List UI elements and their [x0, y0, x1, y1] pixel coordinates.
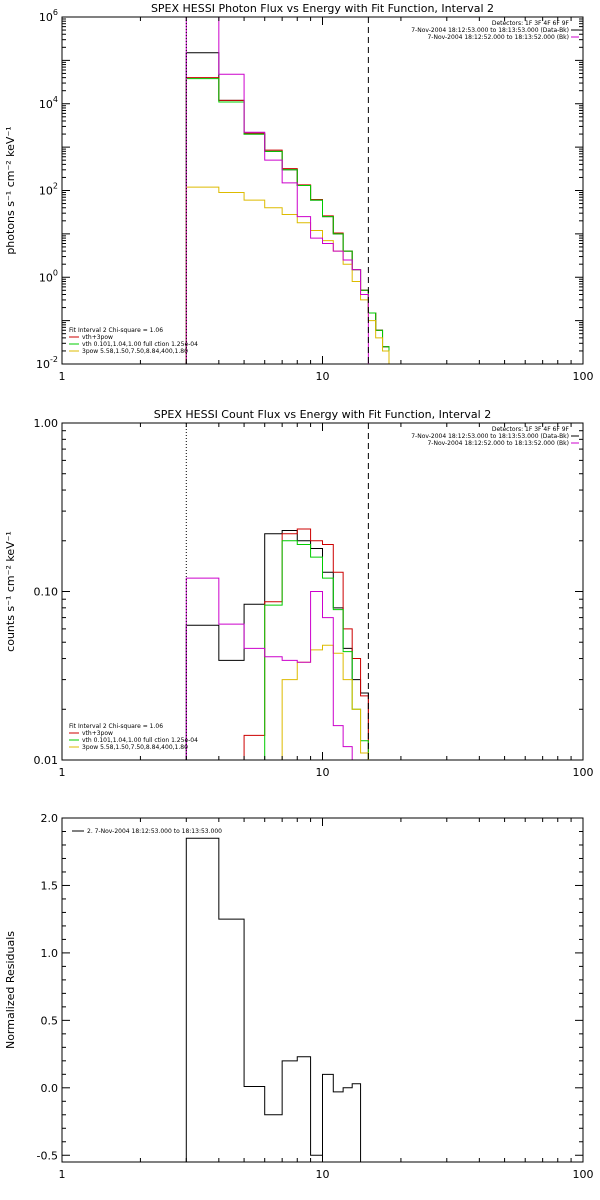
axes-frame [61, 16, 584, 365]
info-line-1: Detectors: 1F 3F 4F 6F 9F [492, 426, 570, 433]
y-tick-label: 102 [39, 182, 58, 198]
series-line-4 [185, 186, 401, 364]
y-tick-label: 0.01 [34, 754, 59, 767]
y-tick-label: 0.5 [41, 1014, 59, 1027]
y-tick-label: 100 [39, 268, 58, 284]
y-tick-label: 0.10 [34, 586, 59, 599]
legend-label: vth 0.101,1.04,1.00 full ction 1.25e-04 [82, 341, 198, 348]
y-tick-base: 10 [39, 98, 53, 111]
y-tick-label: 104 [39, 95, 58, 111]
x-tick-label: 10 [316, 766, 330, 779]
y-tick-label: 1.0 [41, 947, 59, 960]
chart-title: SPEX HESSI Photon Flux vs Energy with Fi… [151, 2, 494, 15]
plot-area [185, 837, 369, 1162]
legend-label: 2. 7-Nov-2004 18:12:53.000 to 18:13:53.0… [87, 828, 222, 835]
info-line-2: 7-Nov-2004 18:12:53.000 to 18:13:53.000 … [411, 27, 569, 34]
series-line-4 [185, 644, 376, 760]
info-line-3: 7-Nov-2004 18:12:52.000 to 18:13:52.000 … [427, 34, 569, 41]
panel-1: SPEX HESSI Photon Flux vs Energy with Fi… [4, 2, 594, 383]
y-tick-exponent: 0 [53, 268, 58, 277]
series-line-5 [185, 17, 401, 364]
x-tick-label: 100 [573, 766, 594, 779]
series-line-1 [185, 837, 369, 1162]
y-tick-label: 0.0 [41, 1082, 59, 1095]
plot-area [185, 528, 376, 760]
y-tick-exponent: 6 [53, 8, 58, 17]
y-tick-exponent: 2 [53, 182, 58, 191]
x-tick-label: 1 [59, 370, 66, 383]
x-tick-label: 10 [316, 370, 330, 383]
panel-3: Normalized Residuals 1 10 100 2.0 1.5 1.0 0.5 0.… [4, 812, 594, 1181]
y-tick-label: -0.5 [37, 1149, 58, 1162]
y-tick-label: 10-2 [36, 355, 58, 371]
info-line-2: 7-Nov-2004 18:12:53.000 to 18:13:53.000 … [411, 433, 569, 440]
y-axis-label: photons s⁻¹ cm⁻² keV⁻¹ [4, 126, 17, 254]
x-tick-label: 100 [573, 1168, 594, 1181]
y-tick-label: 1.5 [41, 879, 59, 892]
legend-label: 3pow 5.58,1.50,7.50,8.84,400,1.80 [82, 348, 188, 355]
y-tick-exponent: 4 [53, 95, 58, 104]
x-tick-label: 1 [59, 1168, 66, 1181]
plot-area [185, 17, 401, 364]
y-tick-exponent: -2 [50, 355, 58, 364]
y-tick-base: 10 [36, 358, 50, 371]
y-axis-label: counts s⁻¹ cm⁻² keV⁻¹ [4, 531, 17, 652]
y-axis-label: Normalized Residuals [4, 931, 17, 1049]
x-tick-label: 1 [59, 766, 66, 779]
legend-label: 3pow 5.58,1.50,7.50,8.84,400,1.80 [82, 744, 188, 751]
x-tick-label: 10 [316, 1168, 330, 1181]
legend-label: vth 0.101,1.04,1.00 full ction 1.25e-04 [82, 737, 198, 744]
series-line-3 [185, 540, 376, 760]
series-line-1 [185, 530, 376, 760]
y-tick-label: 1.00 [34, 417, 59, 430]
legend-title: Fit Interval 2 Chi-square = 1.06 [69, 327, 163, 334]
series-line-2 [185, 528, 376, 760]
chart-title: SPEX HESSI Count Flux vs Energy with Fit… [154, 408, 491, 421]
legend-title: Fit Interval 2 Chi-square = 1.06 [69, 723, 163, 730]
info-line-3: 7-Nov-2004 18:12:52.000 to 18:13:52.000 … [427, 440, 569, 447]
y-tick-base: 10 [39, 185, 53, 198]
y-tick-base: 10 [39, 11, 53, 24]
y-tick-label: 2.0 [41, 812, 59, 825]
x-tick-label: 100 [573, 370, 594, 383]
info-line-1: Detectors: 1F 3F 4F 6F 9F [492, 20, 570, 27]
y-tick-label: 106 [39, 8, 58, 24]
panel-2: SPEX HESSI Count Flux vs Energy with Fit… [4, 408, 594, 779]
y-tick-base: 10 [39, 271, 53, 284]
series-line-5 [185, 577, 362, 760]
legend-label: vth+3pow [82, 730, 113, 737]
legend-label: vth+3pow [82, 334, 113, 341]
